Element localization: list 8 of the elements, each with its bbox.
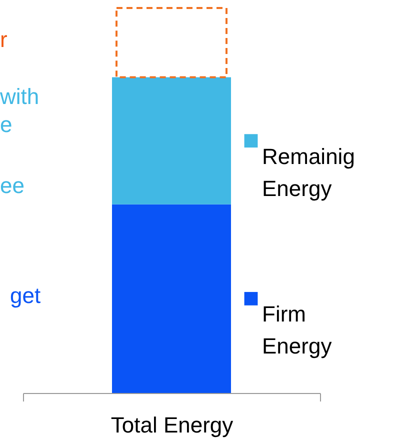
text: get [10, 283, 41, 308]
text: e [0, 112, 12, 137]
text: r [0, 27, 8, 52]
legend-label: Remainig Energy [262, 144, 355, 201]
legend-label: Firm Energy [262, 302, 332, 359]
text: with [0, 84, 40, 109]
text: ee [0, 173, 24, 198]
x-tick-label: Total Energy [110, 412, 234, 438]
